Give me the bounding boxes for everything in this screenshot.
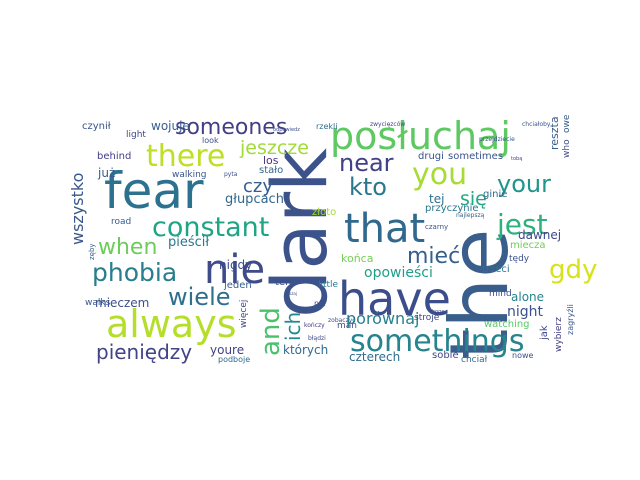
word-phobia: phobia (92, 258, 178, 287)
word-owe: owe (562, 114, 572, 133)
word-somethings: somethings (350, 324, 525, 359)
word-toba: tobą (511, 156, 523, 162)
word-posluchaj: posłuchaj (330, 114, 511, 158)
word-porownaj: porównaj (346, 309, 420, 328)
word-piescil: pieścił (168, 235, 210, 250)
word-przyczynie: przyczynie (425, 203, 479, 214)
word-chcial: chciał (461, 355, 488, 365)
word-czterech: czterech (349, 350, 401, 364)
word-przejdziecie: przejdziecie (479, 136, 515, 143)
word-little: little (318, 280, 339, 290)
word-tej: tej (429, 192, 445, 206)
word-jeden: jeden (224, 280, 252, 291)
word-jeszcze: jeszcze (240, 137, 309, 159)
word-gdy: gdy (549, 255, 598, 285)
word-czarny: czarny (425, 223, 449, 231)
word-drugi: drugi (418, 151, 444, 162)
word-odpowiedz: odpowiedz (273, 127, 300, 133)
word-when: when (98, 235, 158, 260)
word-miec: mieć (407, 244, 461, 269)
word-wiele: wiele (168, 283, 231, 311)
word-opowiesci: opowieści (364, 265, 433, 281)
word-behind: behind (97, 151, 132, 162)
word-wojuje: wojuje (151, 119, 190, 133)
word-glupcach: głupcach (225, 192, 284, 207)
word-constant: constant (152, 212, 270, 243)
word-trzeci: trzeci (482, 264, 510, 275)
word-that: that (344, 206, 426, 252)
word-stroje: stroje (414, 313, 440, 323)
word-ginie: ginie (483, 189, 508, 200)
word-zobaczyc: zobaczyć (328, 317, 356, 324)
word-nowe: nowe (512, 351, 534, 360)
word-konczy: kończy (304, 322, 325, 329)
word-nie: nie (204, 247, 266, 293)
word-your: your (497, 170, 551, 198)
word-night: night (507, 304, 544, 320)
word-zwyciezcow: zwycięzców (370, 121, 406, 128)
word-ten: ten (275, 277, 292, 288)
word-juz: już (98, 166, 116, 180)
word-road: road (111, 217, 132, 227)
word-always: always (106, 302, 237, 346)
word-someones: someones (175, 115, 288, 140)
word-najlepsza: najlepszą (456, 212, 485, 219)
word-czynil: czynił (82, 121, 111, 132)
word-look: look (202, 136, 219, 145)
word-droge: drogę (430, 309, 445, 315)
word-czy: czy (243, 176, 273, 197)
word-jest: jest (497, 208, 548, 241)
word-podboje: podboje (218, 355, 251, 364)
word-zloto: złoto (312, 207, 337, 218)
word-mieczem: mieczem (95, 296, 150, 310)
word-los: los (263, 154, 279, 167)
word-ktorych: których (283, 343, 329, 357)
word-chcialoby: chciałoby (522, 121, 551, 128)
word-sobie: sobie (432, 350, 459, 361)
word-sie: się (460, 188, 487, 210)
word-nic: nic (314, 299, 326, 308)
word-have: have (338, 272, 451, 326)
word-man: man (337, 321, 357, 331)
word-jak: jak (539, 325, 550, 340)
word-stalo: stało (259, 165, 284, 176)
word-wybierz: wybierz (554, 317, 564, 352)
word-bladzi: błądzi (308, 335, 326, 342)
word-fear: fear (104, 162, 204, 220)
word-kto: kto (349, 173, 387, 201)
word-ruszaj: ruszaj (285, 291, 297, 296)
word-miecza: miecza (510, 240, 546, 251)
word-wszystko: wszystko (68, 172, 87, 245)
word-youre: youre (210, 343, 245, 357)
word-who: who (562, 139, 572, 158)
word-alone: alone (511, 290, 545, 304)
word-walking: walking (172, 170, 207, 180)
word-zagryzli: zagryźli (566, 304, 575, 335)
word-dawnej: dawnej (518, 228, 562, 242)
word-reszta: reszta (548, 116, 561, 150)
word-konca: końca (341, 252, 374, 265)
word-pieniedzy: pieniędzy (96, 340, 193, 364)
word-there: there (146, 139, 226, 174)
word-mind: mind (489, 289, 512, 299)
word-near: near (339, 149, 394, 177)
word-walks: walks (85, 298, 111, 308)
word-nigdy: nigdy (219, 258, 253, 272)
word-zeby: zęby (88, 243, 96, 260)
word-wiecej: więcej (239, 299, 249, 328)
word-light: light (126, 130, 146, 140)
word-pyta: pyta (224, 171, 238, 178)
word-tedy: tędy (509, 254, 530, 264)
word-ich: ich (281, 311, 305, 341)
word-you: you (412, 157, 468, 192)
word-sometimes: sometimes (448, 151, 504, 162)
word-rzekli: rzekli (316, 122, 338, 131)
word-watching: watching (484, 319, 530, 330)
